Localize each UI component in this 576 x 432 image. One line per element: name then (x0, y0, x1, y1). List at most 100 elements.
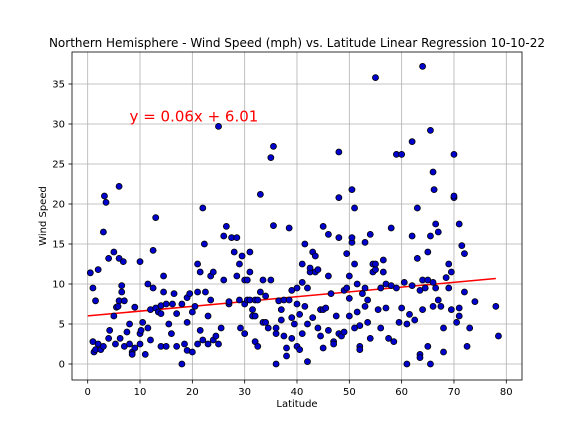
data-point (213, 333, 219, 339)
x-tick-label: 0 (85, 387, 91, 398)
data-point (116, 183, 122, 189)
data-point (87, 270, 93, 276)
data-point (365, 297, 371, 303)
data-point (115, 303, 121, 309)
data-point (430, 303, 436, 309)
data-point (107, 327, 113, 333)
data-point (412, 317, 418, 323)
data-point (464, 343, 470, 349)
data-point (195, 261, 201, 267)
data-point (205, 341, 211, 347)
data-point (336, 195, 342, 201)
data-point (396, 319, 402, 325)
data-point (420, 63, 426, 69)
data-point (344, 285, 350, 291)
data-point (320, 345, 326, 351)
data-point (425, 249, 431, 255)
data-point (388, 225, 394, 231)
x-tick-label: 70 (448, 387, 461, 398)
data-point (294, 301, 300, 307)
data-point (138, 327, 144, 333)
y-tick-label: 5 (59, 320, 65, 331)
y-tick-label: 35 (52, 80, 65, 91)
data-point (294, 285, 300, 291)
data-point (168, 331, 174, 337)
data-point (166, 321, 172, 327)
data-point (103, 199, 109, 205)
data-point (336, 149, 342, 155)
data-point (448, 307, 454, 313)
data-point (459, 243, 465, 249)
data-point (451, 151, 457, 157)
data-point (328, 291, 334, 297)
data-point (461, 251, 467, 257)
data-point (100, 343, 106, 349)
data-point (430, 169, 436, 175)
x-tick-label: 80 (500, 387, 513, 398)
data-point (286, 225, 292, 231)
data-point (223, 223, 229, 229)
data-point (456, 313, 462, 319)
data-point (325, 273, 331, 279)
data-point (393, 285, 399, 291)
data-point (325, 327, 331, 333)
data-point (354, 309, 360, 315)
y-tick-label: 30 (52, 120, 65, 131)
data-point (446, 285, 452, 291)
data-point (372, 75, 378, 81)
data-point (315, 325, 321, 331)
data-point (260, 277, 266, 283)
data-point (346, 295, 352, 301)
x-tick-label: 40 (291, 387, 304, 398)
data-point (252, 313, 258, 319)
data-point (289, 335, 295, 341)
data-point (142, 351, 148, 357)
data-point (304, 359, 310, 365)
data-point (409, 139, 415, 145)
data-point (179, 301, 185, 307)
data-point (184, 319, 190, 325)
data-point (304, 321, 310, 327)
data-point (299, 279, 305, 285)
y-axis-label: Wind Speed (38, 186, 49, 246)
data-point (112, 341, 118, 347)
data-point (117, 335, 123, 341)
data-point (263, 293, 269, 299)
data-point (111, 313, 117, 319)
data-point (171, 291, 177, 297)
data-point (205, 313, 211, 319)
data-point (90, 285, 96, 291)
data-point (427, 361, 433, 367)
data-point (201, 241, 207, 247)
data-point (210, 269, 216, 275)
data-point (163, 301, 169, 307)
data-point (456, 221, 462, 227)
data-point (407, 311, 413, 317)
data-point (263, 319, 269, 325)
data-point (234, 235, 240, 241)
data-point (304, 285, 310, 291)
data-point (197, 327, 203, 333)
data-point (192, 303, 198, 309)
data-point (137, 259, 143, 265)
data-point (404, 321, 410, 327)
data-point (331, 341, 337, 347)
data-point (150, 285, 156, 291)
data-point (237, 325, 243, 331)
data-point (273, 331, 279, 337)
data-point (278, 307, 284, 313)
data-point (158, 311, 164, 317)
data-point (195, 289, 201, 295)
data-point (399, 151, 405, 157)
data-point (236, 261, 242, 267)
data-point (281, 333, 287, 339)
data-point (446, 261, 452, 267)
data-point (208, 297, 214, 303)
data-point (367, 231, 373, 237)
data-point (380, 269, 386, 275)
data-point (430, 279, 436, 285)
data-point (378, 325, 384, 331)
data-point (124, 329, 130, 335)
data-point (226, 299, 232, 305)
